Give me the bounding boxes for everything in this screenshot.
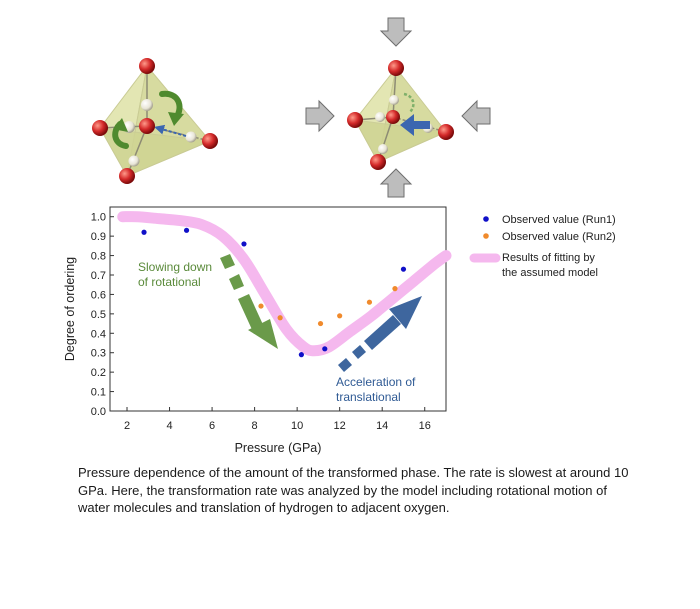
y-tick-label: 0.0 (91, 406, 106, 418)
data-point-run1 (141, 229, 147, 235)
translation-arrow-blue (400, 114, 430, 136)
data-point-run1 (400, 266, 407, 272)
ice-tetrahedron-right-illustration (347, 60, 454, 170)
legend-label-run2: Observed value (Run2) (502, 231, 616, 243)
y-tick-label: 0.2 (91, 367, 106, 379)
data-point-run1 (322, 346, 328, 352)
data-point-run2 (258, 303, 264, 309)
oxygen-atom (370, 154, 386, 170)
data-point-run2 (317, 320, 324, 327)
ordering-chart: 0.0 0.1 0.2 0.3 0.4 0.5 0.6 0.7 0.8 0.9 1.0 2 4 6 8 10… (63, 206, 452, 455)
oxygen-atom (388, 60, 404, 76)
data-point-run2 (337, 313, 343, 319)
x-tick-label: 16 (419, 420, 431, 432)
x-tick-label: 12 (334, 420, 346, 432)
legend-marker-run1 (483, 216, 489, 222)
oxygen-atom (438, 124, 454, 140)
annotation-rotational-line1: Slowing down (138, 260, 212, 274)
y-axis: 0.0 0.1 0.2 0.3 0.4 0.5 0.6 0.7 0.8 0.9 1.0 (91, 212, 114, 418)
y-tick-label: 0.1 (91, 387, 106, 399)
pressure-arrow-left-icon (461, 99, 491, 133)
oxygen-atom (139, 58, 155, 74)
data-point-run1 (241, 241, 247, 247)
x-tick-label: 4 (166, 420, 172, 432)
data-point-run1 (298, 352, 304, 358)
hydrogen-atom (389, 95, 399, 105)
y-tick-label: 0.5 (91, 309, 106, 321)
data-point-run1 (183, 227, 190, 233)
oxygen-atom (92, 120, 108, 136)
y-tick-label: 0.8 (91, 251, 106, 263)
legend-marker-run2 (483, 233, 489, 239)
y-axis-title: Degree of ordering (63, 257, 77, 361)
trend-arrows (220, 254, 422, 372)
y-tick-label: 1.0 (91, 212, 106, 224)
x-tick-label: 14 (376, 420, 388, 432)
y-tick-label: 0.3 (91, 348, 106, 360)
ice-tetrahedron-left-illustration (92, 58, 218, 184)
hydrogen-atom (141, 99, 153, 111)
x-tick-label: 2 (124, 420, 130, 432)
y-tick-label: 0.4 (91, 328, 106, 340)
oxygen-atom-center (139, 118, 155, 134)
rotational-trend-arrow (220, 254, 278, 349)
y-tick-label: 0.9 (91, 231, 106, 243)
oxygen-atom (347, 112, 363, 128)
figure-caption: Pressure dependence of the amount of the… (78, 465, 629, 515)
pressure-arrow-up-icon (379, 168, 413, 198)
oxygen-atom-center (386, 110, 400, 124)
translational-trend-arrow (338, 296, 422, 372)
y-tick-label: 0.7 (91, 270, 106, 282)
oxygen-atom (119, 168, 135, 184)
hydrogen-atom (128, 155, 140, 167)
y-tick-label: 0.6 (91, 289, 106, 301)
oxygen-atom (202, 133, 218, 149)
plot-frame (109, 206, 447, 412)
hydrogen-atom (185, 131, 197, 143)
observed-points (141, 227, 407, 358)
pressure-arrow-down-icon (379, 17, 413, 47)
chart-legend: Observed value (Run1) Observed value (Ru… (469, 214, 616, 279)
pressure-arrows (305, 17, 491, 198)
x-axis-title: Pressure (GPa) (235, 441, 322, 455)
annotation-translational-line1: Acceleration of (336, 375, 416, 389)
fit-curve (117, 211, 452, 357)
legend-label-run1: Observed value (Run1) (502, 214, 616, 226)
x-tick-label: 6 (209, 420, 215, 432)
hydrogen-atom (378, 144, 388, 154)
x-axis: 2 4 6 8 10 12 14 16 (124, 407, 431, 432)
data-point-run2 (277, 315, 283, 321)
hydrogen-atom (375, 112, 385, 122)
annotation-translational-line2: translational (336, 390, 401, 404)
annotation-rotational-line2: of rotational (138, 275, 201, 289)
x-tick-label: 10 (291, 420, 303, 432)
legend-label-fit-line1: Results of fitting by (502, 252, 595, 264)
pressure-arrow-right-icon (305, 99, 335, 133)
data-point-run2 (366, 299, 373, 305)
legend-label-fit-line2: the assumed model (502, 267, 598, 279)
fit-layer (117, 211, 452, 357)
data-point-run2 (392, 286, 398, 292)
x-tick-label: 8 (252, 420, 258, 432)
rotation-arrow-faint (403, 92, 415, 113)
